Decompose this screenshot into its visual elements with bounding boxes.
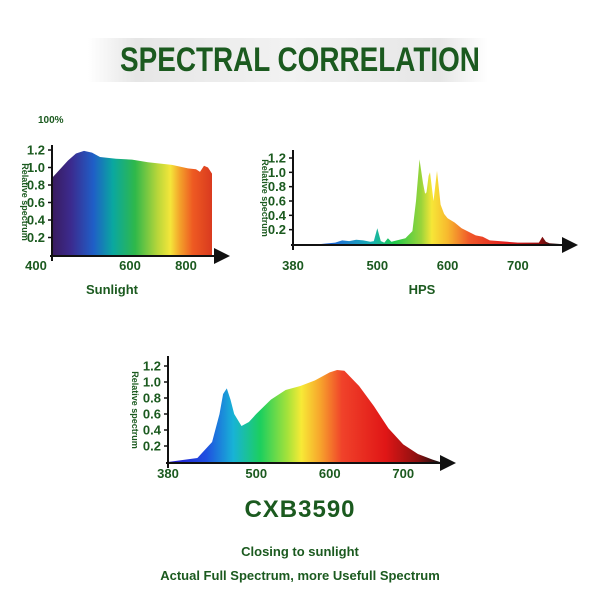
y-axis-label: Relative spectrum (20, 163, 30, 241)
y-tick-label: 0.6 (27, 195, 45, 210)
spectrum-area-0 (52, 150, 212, 255)
y-tick-label: 0.4 (143, 423, 162, 438)
x-tick-label: 800 (175, 258, 197, 273)
y-tick-label: 0.2 (268, 222, 286, 237)
y-tick-label: 0.8 (143, 391, 161, 406)
chart-title: Sunlight (86, 282, 139, 297)
chart-cxb3590: 0.20.40.60.81.01.2 380 500 600 700 Relative s… (130, 356, 456, 481)
top-percent-label: 100% (38, 115, 64, 126)
x-tick-label: 500 (366, 258, 388, 273)
chart-title: HPS (409, 282, 436, 297)
y-tick-label: 0.8 (268, 179, 286, 194)
y-tick-label: 1.2 (268, 151, 286, 166)
y-tick-label: 0.2 (27, 230, 45, 245)
y-tick-label: 0.2 (143, 439, 161, 454)
y-tick-label: 0.4 (27, 213, 46, 228)
tagline-full-spectrum: Actual Full Spectrum, more Usefull Spect… (160, 568, 440, 583)
y-tick-label: 0.6 (143, 407, 161, 422)
chart-hps: 0.20.40.60.81.01.2 380 500 600 700 Relative s… (260, 150, 578, 297)
x-tick-label: 700 (507, 258, 529, 273)
cxb3590-title: CXB3590 (244, 496, 356, 523)
spectrum-area-0 (168, 370, 440, 462)
spectrum-area-0 (293, 159, 560, 244)
y-axis-label: Relative spectrum (130, 371, 140, 449)
x-tick-label: 700 (392, 466, 414, 481)
x-tick-label: 600 (119, 258, 141, 273)
x-tick-label: 600 (319, 466, 341, 481)
y-tick-label: 1.0 (27, 160, 45, 175)
x-tick-label: 500 (245, 466, 267, 481)
y-tick-label: 1.2 (27, 143, 45, 158)
tagline-closing-to-sunlight: Closing to sunlight (241, 544, 359, 559)
y-tick-label: 0.8 (27, 178, 45, 193)
y-tick-label: 0.4 (268, 208, 287, 223)
y-tick-label: 0.6 (268, 194, 286, 209)
y-tick-label: 1.0 (143, 375, 161, 390)
chart-sunlight: 0.2 0.4 0.6 0.8 1.0 1.2 400 600 800 Relative spec… (20, 115, 230, 297)
y-tick-label: 1.0 (268, 165, 286, 180)
y-tick-label: 1.2 (143, 359, 161, 374)
page-title: SPECTRAL CORRELATION (120, 40, 480, 79)
x-tick-label: 600 (437, 258, 459, 273)
x-tick-label: 380 (157, 466, 179, 481)
y-axis-label: Relative spectrum (260, 159, 270, 237)
x-tick-label: 400 (25, 258, 47, 273)
x-tick-label: 380 (282, 258, 304, 273)
title-banner (88, 38, 488, 82)
